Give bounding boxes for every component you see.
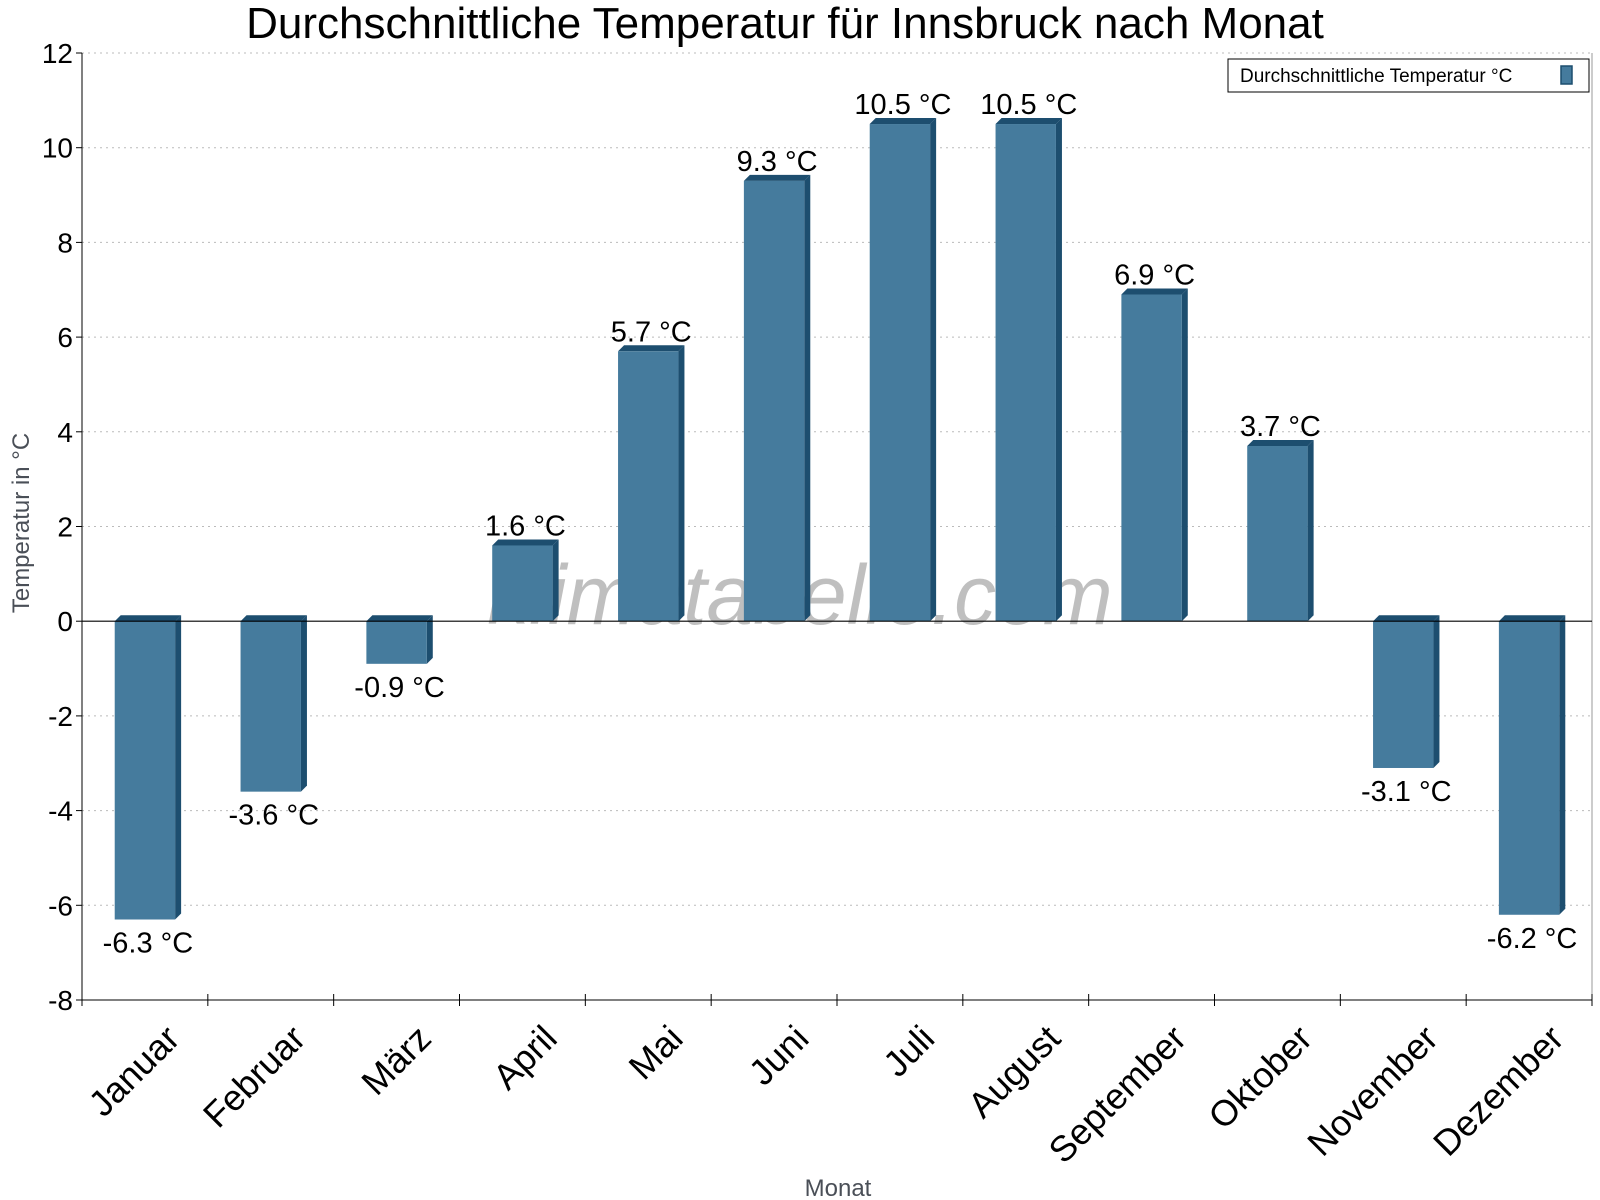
bar-side xyxy=(1181,288,1188,622)
y-tick-label: -8 xyxy=(48,985,73,1016)
data-label: 9.3 °C xyxy=(737,146,818,178)
data-label: 6.9 °C xyxy=(1114,259,1195,291)
bar-top xyxy=(492,539,559,546)
y-tick-label: 8 xyxy=(57,227,73,258)
x-tick-label: Dezember xyxy=(1425,1017,1571,1163)
y-tick-label: -4 xyxy=(48,796,73,827)
bar xyxy=(995,124,1056,622)
bar xyxy=(1247,446,1308,622)
legend-label: Durchschnittliche Temperatur °C xyxy=(1240,66,1512,87)
x-tick-label: Juni xyxy=(741,1017,817,1093)
axes-group xyxy=(76,52,1593,1006)
y-tick-label: 0 xyxy=(57,606,73,637)
data-label: -3.1 °C xyxy=(1361,776,1452,808)
bar-top xyxy=(1247,440,1314,447)
x-tick-label: Mai xyxy=(621,1017,691,1087)
data-label: -0.9 °C xyxy=(354,672,445,704)
bar xyxy=(618,351,679,622)
x-tick-label: September xyxy=(1040,1017,1194,1171)
x-tick-label: März xyxy=(353,1017,439,1103)
x-tick-label: Januar xyxy=(80,1017,187,1124)
data-label: 10.5 °C xyxy=(980,89,1077,121)
bar xyxy=(366,621,427,664)
bar-top xyxy=(240,615,307,622)
chart-title: Durchschnittliche Temperatur für Innsbru… xyxy=(246,0,1324,48)
grid-lines xyxy=(82,52,1592,1001)
x-axis-label: Monat xyxy=(805,1175,872,1200)
data-label: 10.5 °C xyxy=(854,89,951,121)
bar-top xyxy=(995,118,1062,125)
bar-top xyxy=(114,615,182,622)
bar-top xyxy=(743,174,811,181)
y-tick-label: -2 xyxy=(48,701,73,732)
x-tick-label: April xyxy=(485,1017,565,1097)
bar-side xyxy=(930,118,937,622)
bar xyxy=(743,180,805,622)
x-tick-label: August xyxy=(960,1017,1068,1125)
bar-side xyxy=(1559,615,1566,915)
y-tick-label: 12 xyxy=(42,38,73,69)
bar xyxy=(1121,294,1182,622)
x-tick-label: November xyxy=(1299,1017,1445,1163)
data-label: 1.6 °C xyxy=(485,510,566,542)
bar-top xyxy=(1373,615,1440,622)
bar-side xyxy=(1433,615,1440,768)
bars-group xyxy=(114,118,1566,920)
bar-top xyxy=(366,615,433,622)
y-tick-labels: 12 10 8 6 4 2 0 -2 -4 -6 -8 xyxy=(42,38,73,1016)
data-labels: -6.3 °C -3.6 °C -0.9 °C 1.6 °C 5.7 °C 9.3 °C 1… xyxy=(103,89,1578,959)
y-tick-label: 2 xyxy=(57,512,73,543)
bar-side xyxy=(426,615,433,664)
bar-side xyxy=(1307,440,1314,622)
bar-side xyxy=(300,615,307,792)
x-tick-labels: Januar Februar März April Mai Juni Juli AugustS… xyxy=(80,1017,1571,1171)
y-tick-label: -6 xyxy=(48,890,73,921)
bar xyxy=(114,621,176,920)
bar xyxy=(869,124,931,622)
x-tick-label: Oktober xyxy=(1200,1017,1320,1137)
bar xyxy=(1498,621,1560,915)
bar-top xyxy=(1121,288,1188,295)
legend: Durchschnittliche Temperatur °C xyxy=(1227,58,1590,93)
data-label: -6.3 °C xyxy=(103,928,194,960)
x-tick-label: Juli xyxy=(875,1017,942,1084)
x-tick-label: Februar xyxy=(195,1017,313,1135)
legend-box xyxy=(1227,58,1590,93)
bar-side xyxy=(804,174,811,622)
bar-top xyxy=(1498,615,1566,622)
bar xyxy=(240,621,301,792)
data-label: 5.7 °C xyxy=(611,316,692,348)
bar-side xyxy=(678,345,685,622)
y-axis-label: Temperatur in °C xyxy=(8,433,35,613)
bar-side xyxy=(175,615,182,920)
y-tick-label: 6 xyxy=(57,322,73,353)
y-tick-label: 10 xyxy=(42,133,73,164)
data-label: -3.6 °C xyxy=(228,800,319,832)
data-label: -6.2 °C xyxy=(1487,923,1578,955)
legend-swatch xyxy=(1560,65,1573,85)
bar-top xyxy=(869,118,937,125)
bar-side xyxy=(1055,118,1062,622)
y-tick-label: 4 xyxy=(57,417,73,448)
bar-side xyxy=(552,539,559,622)
bar xyxy=(1373,621,1434,768)
bar-top xyxy=(618,345,685,352)
data-label: 3.7 °C xyxy=(1240,411,1321,443)
bar xyxy=(492,545,553,622)
